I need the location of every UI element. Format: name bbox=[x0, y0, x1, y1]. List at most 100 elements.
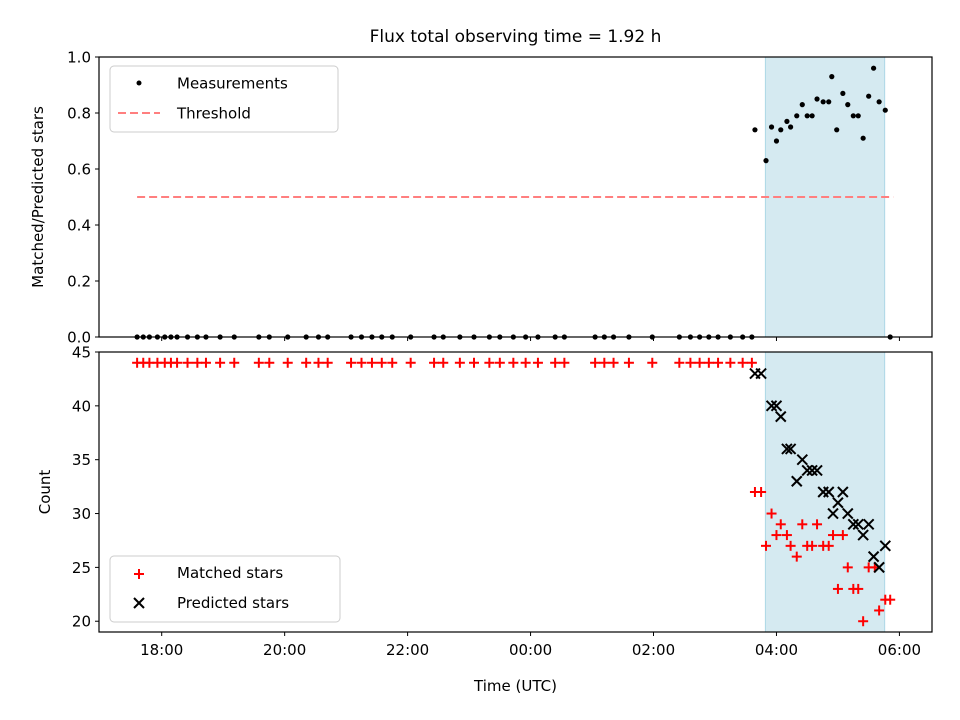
matched-star-point bbox=[674, 357, 685, 368]
measurement-point bbox=[788, 124, 794, 130]
y-tick-label: 45 bbox=[72, 344, 91, 362]
top-axes-frame bbox=[98, 56, 933, 338]
legend-measurements-marker bbox=[136, 80, 142, 86]
matched-star-point bbox=[771, 530, 782, 541]
y-tick-label: 25 bbox=[72, 559, 91, 577]
matched-star-point bbox=[874, 605, 885, 616]
predicted-star-point bbox=[755, 367, 767, 380]
matched-star-point bbox=[823, 540, 834, 551]
predicted-star-point bbox=[801, 464, 813, 477]
matched-star-point bbox=[346, 357, 357, 368]
matched-star-point bbox=[215, 357, 226, 368]
matched-star-point bbox=[282, 357, 293, 368]
matched-star-point bbox=[837, 530, 848, 541]
chart-title: Flux total observing time = 1.92 h bbox=[370, 27, 662, 47]
measurement-point bbox=[752, 127, 758, 133]
matched-star-point bbox=[761, 540, 772, 551]
bottom-legend: Matched stars Predicted stars bbox=[109, 555, 341, 623]
matched-star-point bbox=[229, 357, 240, 368]
predicted-star-point bbox=[806, 464, 818, 477]
measurement-point bbox=[840, 90, 846, 96]
measurement-point bbox=[820, 99, 826, 105]
matched-star-point bbox=[832, 583, 843, 594]
x-tick-label: 00:00 bbox=[509, 641, 552, 659]
x-tick-label: 02:00 bbox=[632, 641, 675, 659]
predicted-star-point bbox=[852, 518, 864, 531]
predicted-star-point bbox=[832, 497, 844, 509]
bottom-y-axis-label: Count bbox=[36, 470, 54, 515]
matched-star-point bbox=[713, 357, 724, 368]
matched-star-point bbox=[520, 357, 531, 368]
bottom-axes-frame bbox=[98, 351, 933, 633]
x-tick-label: 06:00 bbox=[878, 641, 921, 659]
matched-star-point bbox=[812, 519, 823, 530]
predicted-stars-series bbox=[749, 367, 891, 574]
matched-star-point bbox=[192, 357, 203, 368]
matched-stars-series bbox=[132, 357, 896, 627]
matched-star-point bbox=[494, 357, 505, 368]
predicted-star-point bbox=[842, 507, 854, 520]
y-tick-label: 0.8 bbox=[67, 105, 91, 123]
predicted-star-point bbox=[781, 443, 793, 455]
matched-star-point bbox=[376, 357, 387, 368]
measurement-point bbox=[809, 113, 815, 119]
bottom-panel: 20 25 30 35 40 45 18:00 20:00 22:00 00:00 02:00 04… bbox=[36, 344, 933, 695]
y-tick-label: 0.0 bbox=[67, 329, 91, 347]
predicted-star-point bbox=[770, 400, 783, 412]
measurement-point bbox=[826, 99, 832, 105]
matched-star-point bbox=[550, 357, 561, 368]
predicted-star-point bbox=[796, 453, 808, 466]
matched-star-point bbox=[608, 357, 619, 368]
matched-star-point bbox=[172, 357, 183, 368]
top-legend: Measurements Threshold bbox=[109, 65, 339, 133]
top-y-axis-label: Matched/Predicted stars bbox=[29, 106, 47, 288]
y-tick-label: 30 bbox=[72, 505, 91, 523]
matched-star-point bbox=[469, 357, 480, 368]
matched-star-point bbox=[264, 357, 275, 368]
legend-predicted-label: Predicted stars bbox=[177, 594, 289, 612]
y-tick-label: 0.2 bbox=[67, 273, 91, 291]
x-axis-label: Time (UTC) bbox=[473, 677, 557, 695]
matched-star-point bbox=[387, 357, 398, 368]
matched-star-point bbox=[807, 540, 818, 551]
matched-star-point bbox=[559, 357, 570, 368]
measurement-point bbox=[882, 107, 888, 113]
top-x-ticks bbox=[161, 337, 900, 341]
predicted-star-point bbox=[811, 464, 823, 477]
predicted-star-point bbox=[784, 443, 797, 455]
matched-star-point bbox=[797, 519, 808, 530]
measurement-point bbox=[814, 96, 820, 102]
predicted-star-point bbox=[837, 486, 849, 498]
y-tick-label: 0.6 bbox=[67, 161, 91, 179]
matched-star-point bbox=[532, 357, 543, 368]
predicted-star-point bbox=[791, 475, 803, 487]
matched-star-point bbox=[200, 357, 211, 368]
legend-threshold-label: Threshold bbox=[176, 105, 251, 123]
matched-star-point bbox=[737, 357, 748, 368]
matched-star-point bbox=[438, 357, 449, 368]
matched-star-point bbox=[781, 530, 792, 541]
matched-star-point bbox=[791, 551, 802, 562]
x-tick-label: 04:00 bbox=[755, 641, 798, 659]
measurement-point bbox=[778, 127, 784, 133]
matched-star-point bbox=[685, 357, 696, 368]
predicted-star-point bbox=[827, 507, 839, 520]
matched-star-point bbox=[182, 357, 193, 368]
measurement-point bbox=[829, 74, 835, 80]
y-tick-label: 0.4 bbox=[67, 217, 91, 235]
matched-star-point bbox=[766, 508, 777, 519]
matched-star-point bbox=[694, 357, 705, 368]
measurement-point bbox=[866, 93, 872, 99]
measurement-point bbox=[845, 102, 851, 108]
predicted-star-point bbox=[862, 518, 875, 531]
matched-star-point bbox=[828, 530, 839, 541]
legend-predicted-marker bbox=[133, 597, 145, 609]
matched-star-point bbox=[429, 357, 440, 368]
predicted-star-point bbox=[823, 486, 835, 498]
matched-star-point bbox=[508, 357, 519, 368]
top-panel: 0.0 0.2 0.4 0.6 0.8 1.0 Flux total observing … bbox=[29, 27, 933, 347]
bottom-x-axis: 18:00 20:00 22:00 00:00 02:00 04:00 06:00 bbox=[140, 632, 921, 659]
matched-star-point bbox=[484, 357, 495, 368]
predicted-star-point bbox=[765, 400, 778, 412]
